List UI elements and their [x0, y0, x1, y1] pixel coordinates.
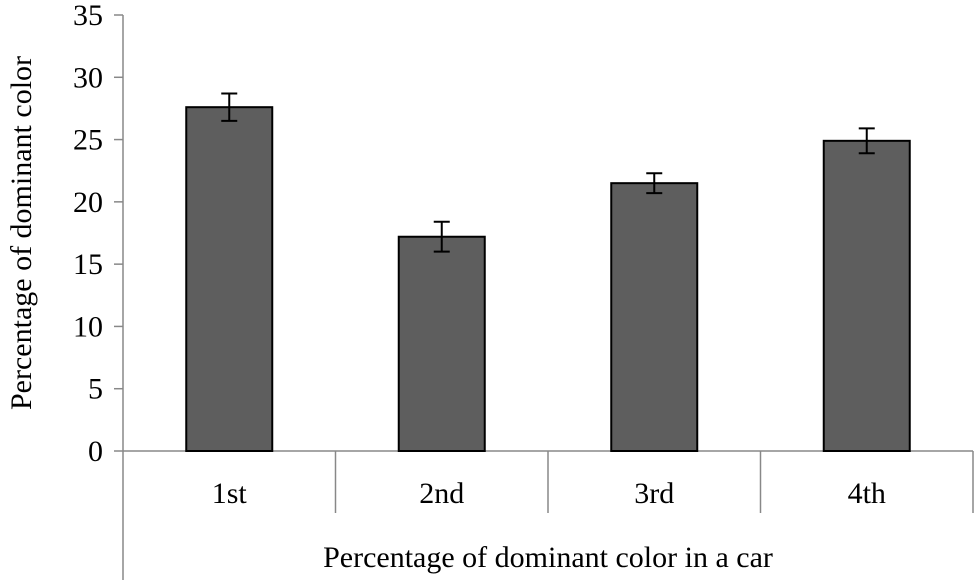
bar-1st: [185, 106, 274, 452]
error-bar-2nd: [433, 220, 450, 253]
error-bar-1st: [221, 92, 238, 122]
bar-series: [185, 92, 911, 453]
x-axis-title: Percentage of dominant color in a car: [323, 541, 773, 574]
bar-3rd: [610, 182, 699, 453]
x-tick-label-4th: 4th: [848, 477, 886, 510]
y-tick-label: 35: [73, 0, 103, 32]
x-axis-tick-labels: 1st 2nd 3rd 4th: [212, 477, 886, 510]
x-tick-label-3rd: 3rd: [634, 477, 674, 510]
y-tick-label: 15: [73, 248, 103, 281]
y-tick-label: 5: [88, 373, 103, 406]
bar-2nd: [397, 235, 486, 452]
y-tick-label: 20: [73, 186, 103, 219]
y-tick-label: 10: [73, 310, 103, 343]
error-bar-4th: [858, 127, 875, 155]
y-axis-ticks: 0 5 10 15 20 25 30 35: [73, 0, 123, 468]
error-bar-3rd: [646, 172, 663, 195]
x-axis-dividers: [334, 451, 974, 513]
x-tick-label-1st: 1st: [212, 477, 248, 510]
y-tick-label: 0: [88, 435, 103, 468]
y-axis-title: Percentage of dominant color: [5, 56, 38, 410]
bar-4th: [822, 139, 911, 452]
x-tick-label-2nd: 2nd: [419, 477, 464, 510]
y-tick-label: 30: [73, 61, 103, 94]
y-tick-label: 25: [73, 124, 103, 157]
